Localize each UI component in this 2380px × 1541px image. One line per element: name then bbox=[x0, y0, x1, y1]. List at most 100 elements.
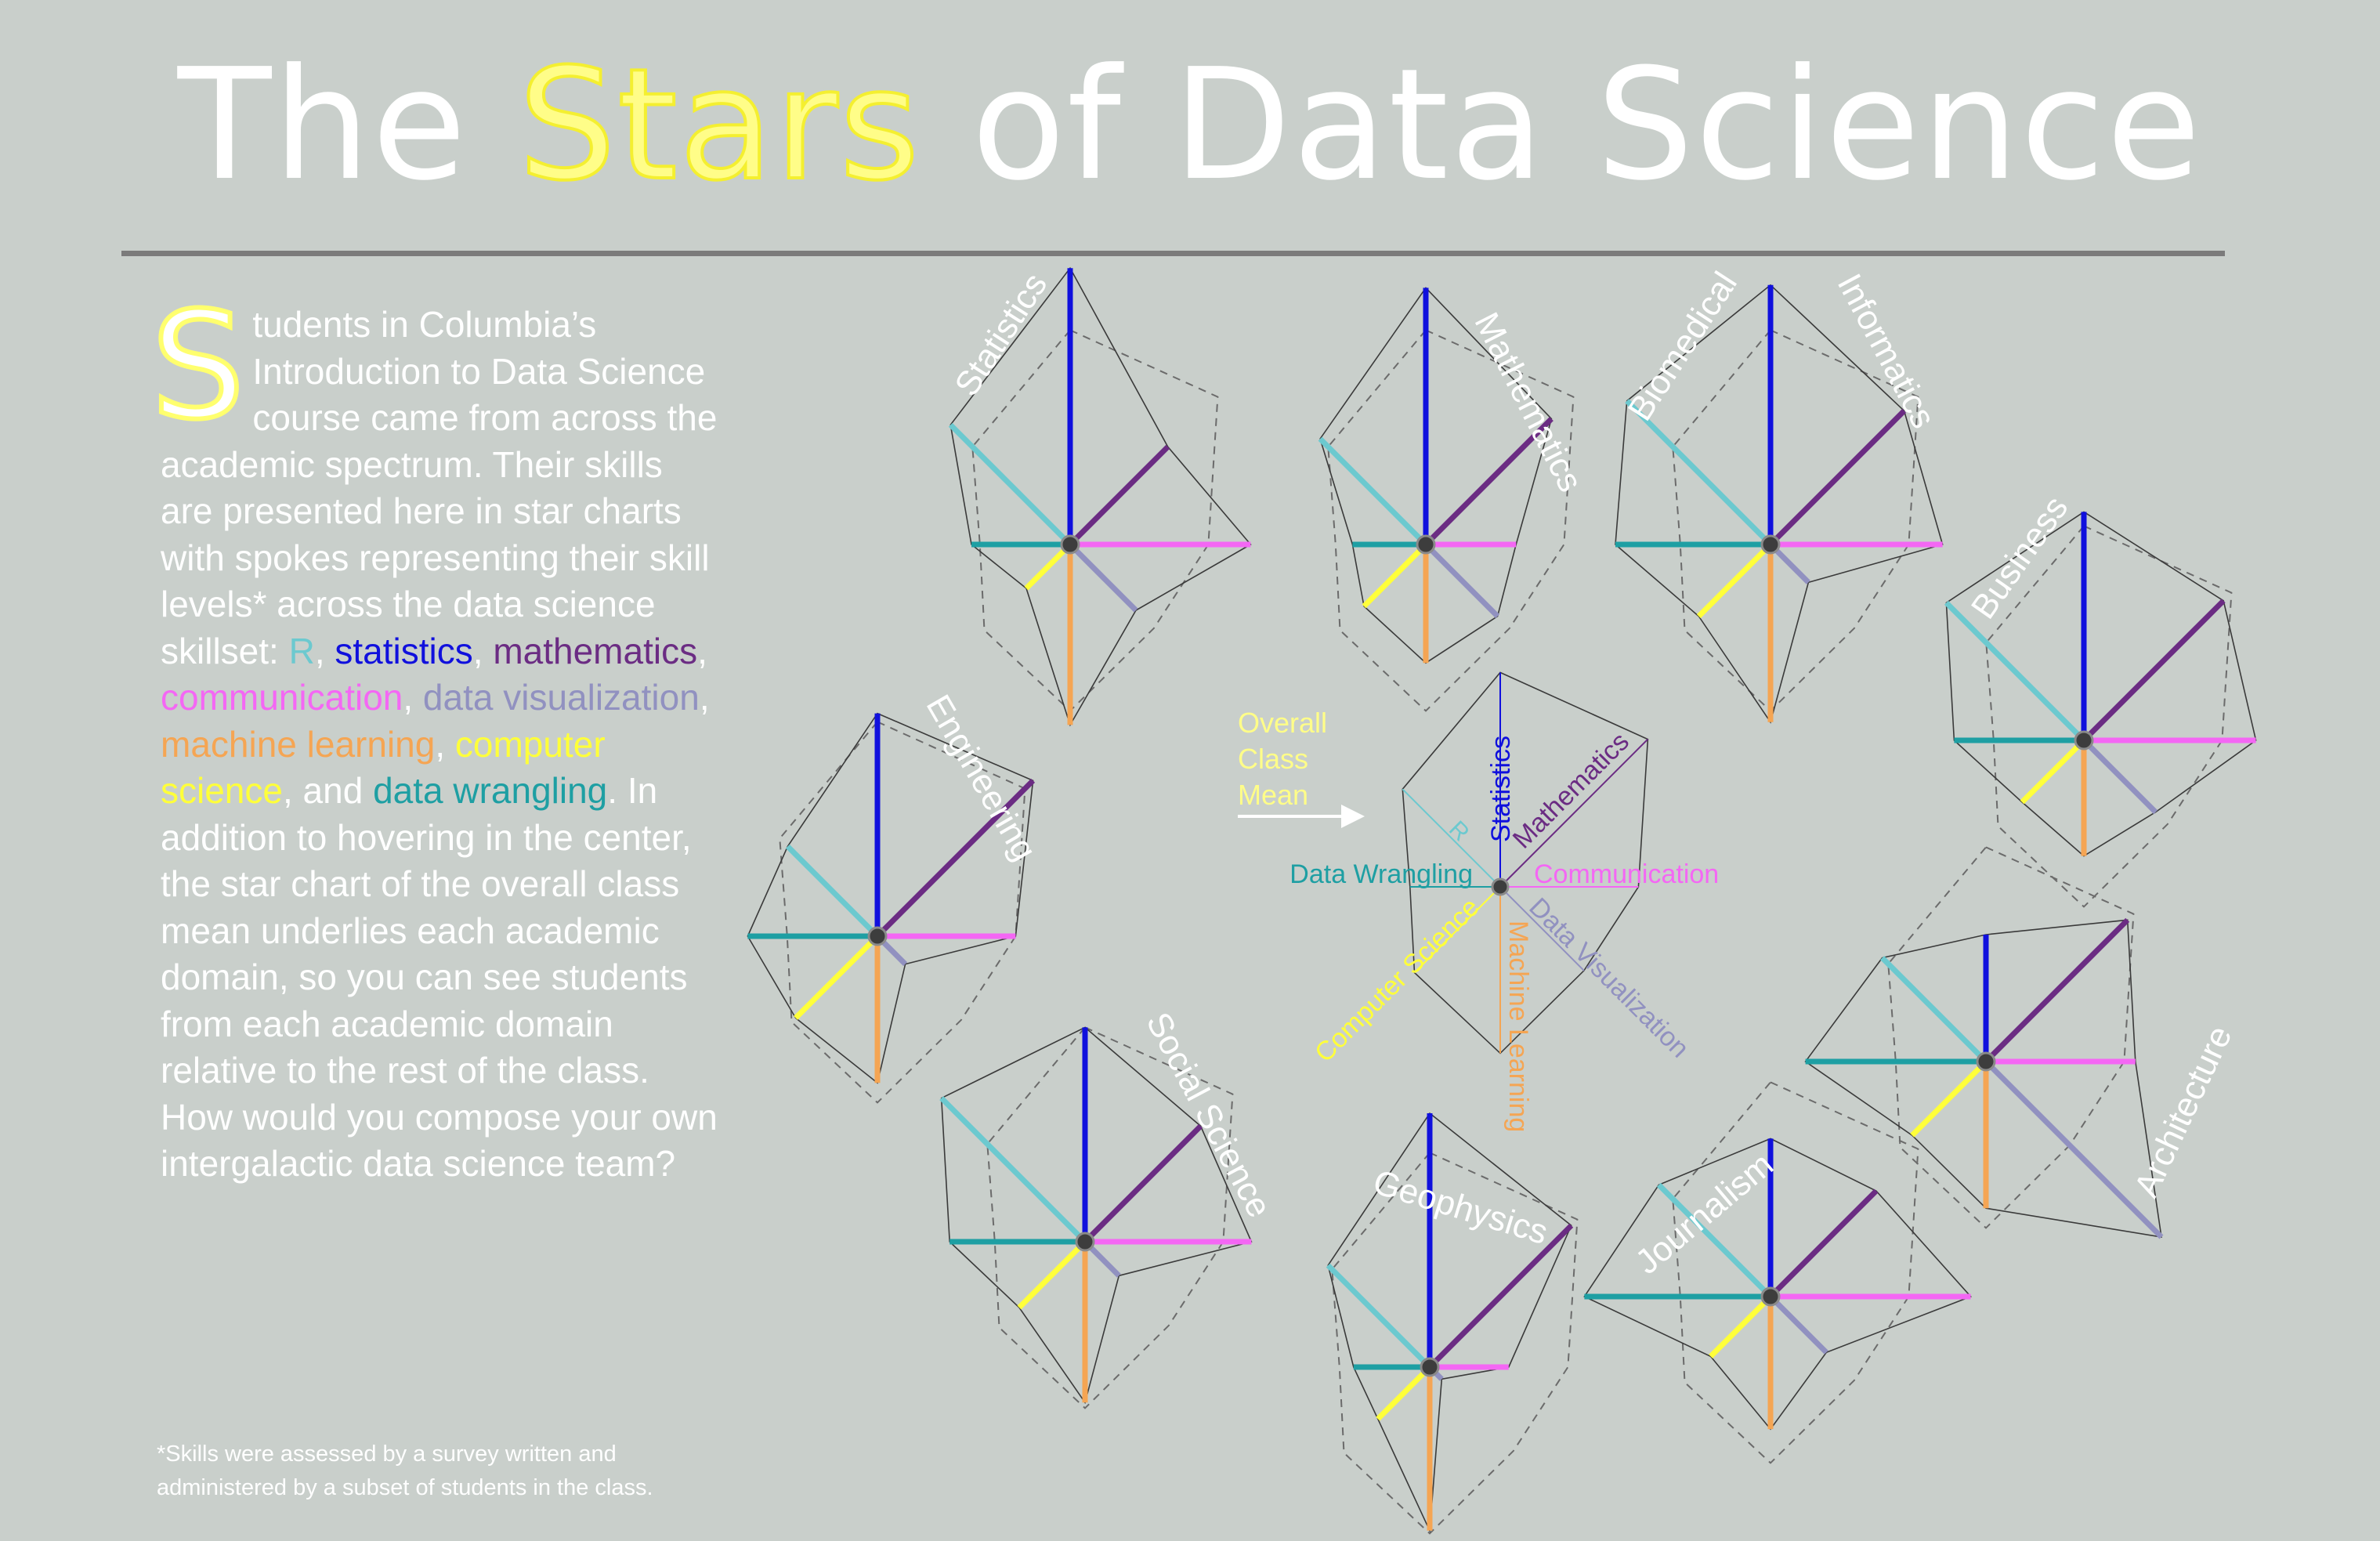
title-text: The bbox=[177, 36, 519, 215]
spoke-mathematics bbox=[2082, 599, 2226, 743]
spoke-mathematics bbox=[1423, 417, 1554, 547]
spoke-data-visualization bbox=[1984, 1059, 2164, 1239]
callout-arrow-head bbox=[1341, 805, 1365, 828]
domain-outline bbox=[1583, 1138, 1972, 1431]
domain-outline bbox=[1327, 1112, 1572, 1533]
skill-term: machine learning bbox=[161, 723, 436, 765]
skill-term: statistics bbox=[335, 630, 473, 671]
spoke-r bbox=[1880, 956, 1988, 1064]
spoke-computer-science bbox=[1709, 1294, 1773, 1358]
spoke-mathematics bbox=[1768, 1188, 1879, 1299]
mean-outline bbox=[1327, 329, 1575, 712]
title-divider bbox=[121, 251, 2225, 256]
chart-hub bbox=[1420, 1357, 1440, 1377]
skill-separator: , bbox=[697, 630, 707, 671]
mean-chart-hub bbox=[1491, 877, 1510, 896]
chart-hub bbox=[1416, 534, 1436, 555]
spoke-mathematics bbox=[1427, 1223, 1574, 1369]
skill-term: computer science bbox=[161, 723, 606, 812]
chart-hub bbox=[867, 926, 888, 946]
spoke-mathematics bbox=[875, 778, 1036, 939]
skill-term: data visualization bbox=[422, 677, 700, 718]
mean-spoke bbox=[1499, 738, 1649, 888]
mean-outline bbox=[779, 721, 1026, 1104]
mean-axis-label: Mathematics bbox=[1507, 727, 1635, 855]
spoke-computer-science bbox=[1017, 1239, 1087, 1310]
domain-label: Mathematics bbox=[1467, 306, 1590, 497]
mean-outline bbox=[1331, 1152, 1579, 1535]
spoke-data-visualization bbox=[1768, 1294, 1828, 1355]
mean-outline bbox=[986, 1026, 1234, 1409]
domain-label: Business bbox=[1964, 490, 2076, 626]
spoke-computer-science bbox=[2020, 738, 2086, 805]
intro-tail: . In addition to hovering in the center,… bbox=[161, 770, 718, 1184]
skill-separator: , and bbox=[282, 770, 374, 811]
chart-hub bbox=[2074, 730, 2094, 751]
mean-outline bbox=[1672, 1081, 1919, 1464]
mean-axis-label: R bbox=[1444, 816, 1474, 847]
domain-label: Statistics bbox=[947, 266, 1054, 403]
mean-spoke bbox=[1402, 788, 1501, 888]
mean-outline bbox=[1985, 525, 2233, 908]
spoke-computer-science bbox=[1376, 1365, 1432, 1421]
domain-label: Informatics bbox=[1830, 268, 1943, 435]
mean-spoke bbox=[1413, 886, 1501, 974]
spoke-r bbox=[1944, 600, 2086, 743]
spoke-data-visualization bbox=[1068, 542, 1138, 613]
skill-term: mathematics bbox=[493, 630, 698, 671]
spoke-r bbox=[939, 1096, 1087, 1244]
spoke-r bbox=[1625, 399, 1773, 547]
skill-term: data wrangling bbox=[373, 770, 608, 811]
mean-spoke bbox=[1499, 886, 1585, 971]
skill-separator: , bbox=[403, 677, 423, 718]
skill-term: communication bbox=[161, 677, 403, 718]
spoke-mathematics bbox=[1984, 917, 2130, 1064]
skill-separator: , bbox=[435, 723, 455, 765]
mean-axis-label: Data Visualization bbox=[1523, 892, 1695, 1064]
intro-lead: tudents in Columbia’s Introduction to Da… bbox=[161, 304, 718, 671]
skill-term: R bbox=[288, 630, 315, 671]
chart-hub bbox=[1976, 1051, 1996, 1072]
chart-hub bbox=[1060, 534, 1080, 555]
page-title: The Stars of Data Science bbox=[0, 31, 2380, 219]
spoke-mathematics bbox=[1068, 444, 1170, 547]
skill-separator: , bbox=[699, 677, 710, 718]
intro-skill-list: R, statistics, mathematics, communicatio… bbox=[161, 631, 710, 812]
drop-cap: S bbox=[149, 280, 247, 452]
domain-label: Architecture bbox=[2127, 1020, 2240, 1203]
spoke-r bbox=[1326, 1263, 1432, 1369]
mean-axis-label: Computer Science bbox=[1309, 892, 1485, 1069]
spoke-r bbox=[785, 844, 880, 939]
mean-callout-text: Overall bbox=[1238, 707, 1327, 739]
spoke-computer-science bbox=[1696, 542, 1773, 619]
chart-hub bbox=[1075, 1232, 1095, 1252]
skill-separator: , bbox=[472, 630, 494, 671]
mean-axis-label: Statistics bbox=[1486, 736, 1516, 842]
spoke-data-visualization bbox=[1423, 542, 1500, 619]
mean-axis-label: Machine Learning bbox=[1503, 921, 1533, 1132]
skill-separator: , bbox=[314, 630, 335, 671]
chart-hub bbox=[1760, 534, 1781, 555]
domain-label: Geophysics bbox=[1369, 1163, 1552, 1252]
domain-label: Biomedical bbox=[1621, 266, 1745, 428]
mean-axis-label: Communication bbox=[1534, 859, 1719, 889]
mean-callout-text: Mean bbox=[1238, 779, 1308, 811]
mean-callout-text: Class bbox=[1238, 743, 1308, 775]
title-highlight: Stars bbox=[517, 34, 921, 216]
chart-hub bbox=[1760, 1286, 1781, 1307]
spoke-computer-science bbox=[1362, 542, 1428, 609]
spoke-mathematics bbox=[1083, 1123, 1203, 1244]
spoke-r bbox=[1656, 1182, 1773, 1299]
spoke-computer-science bbox=[1910, 1059, 1988, 1138]
spoke-mathematics bbox=[1768, 408, 1907, 547]
footnote: *Skills were assessed by a survey writte… bbox=[157, 1442, 653, 1500]
mean-outline bbox=[1887, 846, 2135, 1229]
mean-axis-label: Data Wrangling bbox=[1289, 859, 1473, 889]
spoke-r bbox=[1318, 436, 1428, 547]
domain-label: Social Science bbox=[1138, 1006, 1279, 1224]
spoke-r bbox=[948, 422, 1072, 547]
spoke-computer-science bbox=[1024, 542, 1072, 591]
spoke-data-visualization bbox=[2082, 738, 2158, 815]
